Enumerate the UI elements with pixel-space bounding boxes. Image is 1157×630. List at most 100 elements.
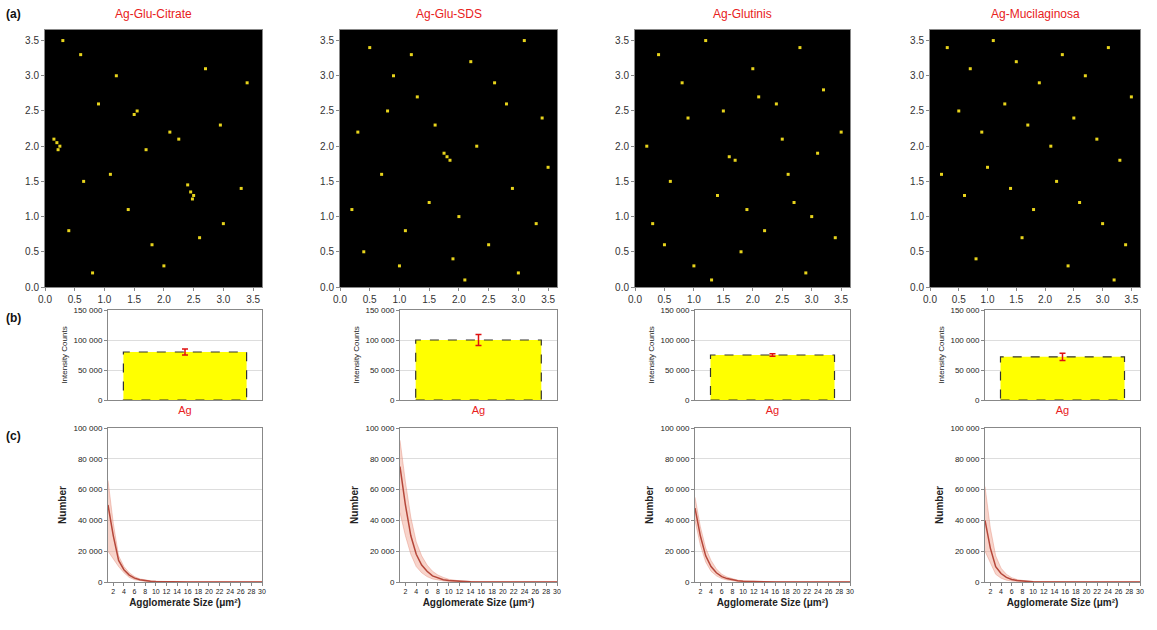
svg-text:1.0: 1.0: [97, 294, 111, 305]
svg-text:30: 30: [258, 588, 266, 595]
svg-text:0.5: 0.5: [68, 294, 82, 305]
svg-text:30: 30: [1136, 588, 1144, 595]
svg-text:26: 26: [825, 588, 833, 595]
svg-text:1.5: 1.5: [716, 294, 730, 305]
svg-text:Ag-Glu-Citrate: Ag-Glu-Citrate: [115, 7, 192, 21]
svg-text:24: 24: [521, 588, 529, 595]
svg-text:Ag: Ag: [472, 404, 485, 416]
svg-text:20 000: 20 000: [955, 547, 980, 556]
svg-text:12: 12: [1040, 588, 1048, 595]
svg-text:50 000: 50 000: [78, 366, 103, 375]
svg-text:2: 2: [988, 588, 992, 595]
svg-text:2.5: 2.5: [320, 105, 334, 116]
svg-text:100 000: 100 000: [950, 424, 979, 433]
svg-text:20: 20: [1083, 588, 1091, 595]
svg-text:12: 12: [163, 588, 171, 595]
svg-text:(b): (b): [6, 311, 21, 325]
svg-text:Agglomerate Size (μm²): Agglomerate Size (μm²): [423, 597, 535, 608]
svg-text:80 000: 80 000: [370, 455, 395, 464]
svg-text:2.0: 2.0: [746, 294, 760, 305]
svg-text:2.5: 2.5: [910, 105, 924, 116]
svg-text:100 000: 100 000: [660, 336, 689, 345]
svg-text:1.0: 1.0: [25, 211, 39, 222]
svg-text:40 000: 40 000: [955, 516, 980, 525]
svg-text:3.0: 3.0: [1096, 294, 1110, 305]
svg-text:Ag: Ag: [766, 404, 779, 416]
svg-text:22: 22: [1093, 588, 1101, 595]
svg-text:2: 2: [698, 588, 702, 595]
svg-text:1.0: 1.0: [687, 294, 701, 305]
svg-text:10: 10: [152, 588, 160, 595]
svg-text:(a): (a): [6, 7, 21, 21]
svg-text:18: 18: [782, 588, 790, 595]
svg-text:16: 16: [771, 588, 779, 595]
svg-text:1.5: 1.5: [320, 176, 334, 187]
svg-text:28: 28: [835, 588, 843, 595]
svg-text:100 000: 100 000: [950, 336, 979, 345]
svg-text:20 000: 20 000: [665, 547, 690, 556]
svg-text:Ag-Mucilaginosa: Ag-Mucilaginosa: [991, 7, 1080, 21]
svg-text:3.5: 3.5: [834, 294, 848, 305]
svg-text:1.0: 1.0: [392, 294, 406, 305]
svg-text:28: 28: [247, 588, 255, 595]
svg-text:Intensity Counts: Intensity Counts: [60, 326, 69, 383]
svg-text:0: 0: [390, 396, 395, 405]
svg-text:26: 26: [237, 588, 245, 595]
svg-text:Number: Number: [349, 486, 360, 524]
svg-text:30: 30: [553, 588, 561, 595]
svg-text:3.5: 3.5: [320, 35, 334, 46]
svg-text:4: 4: [122, 588, 126, 595]
svg-text:1.0: 1.0: [981, 294, 995, 305]
svg-text:3.5: 3.5: [910, 35, 924, 46]
svg-text:Agglomerate Size (μm²): Agglomerate Size (μm²): [717, 597, 829, 608]
svg-text:2.0: 2.0: [157, 294, 171, 305]
svg-text:(c): (c): [6, 429, 21, 443]
svg-text:24: 24: [226, 588, 234, 595]
svg-text:4: 4: [999, 588, 1003, 595]
svg-text:2.5: 2.5: [482, 294, 496, 305]
svg-text:Ag-Glu-SDS: Ag-Glu-SDS: [416, 7, 482, 21]
svg-text:100 000: 100 000: [660, 424, 689, 433]
svg-text:8: 8: [143, 588, 147, 595]
svg-text:2: 2: [403, 588, 407, 595]
svg-text:20 000: 20 000: [78, 547, 103, 556]
svg-text:80 000: 80 000: [665, 455, 690, 464]
svg-text:1.0: 1.0: [615, 211, 629, 222]
svg-text:1.0: 1.0: [320, 211, 334, 222]
svg-text:60 000: 60 000: [955, 485, 980, 494]
svg-text:18: 18: [488, 588, 496, 595]
svg-text:40 000: 40 000: [78, 516, 103, 525]
svg-text:2.0: 2.0: [25, 141, 39, 152]
svg-text:1.5: 1.5: [615, 176, 629, 187]
svg-text:20: 20: [205, 588, 213, 595]
svg-text:80 000: 80 000: [78, 455, 103, 464]
svg-text:50 000: 50 000: [665, 366, 690, 375]
svg-text:3.0: 3.0: [910, 70, 924, 81]
svg-text:2: 2: [111, 588, 115, 595]
svg-text:3.5: 3.5: [615, 35, 629, 46]
svg-text:6: 6: [425, 588, 429, 595]
svg-text:2.0: 2.0: [452, 294, 466, 305]
svg-text:0.0: 0.0: [25, 282, 39, 293]
svg-text:10: 10: [445, 588, 453, 595]
svg-text:0.0: 0.0: [615, 282, 629, 293]
svg-text:100 000: 100 000: [365, 424, 394, 433]
svg-text:0.5: 0.5: [363, 294, 377, 305]
svg-text:10: 10: [739, 588, 747, 595]
svg-text:14: 14: [761, 588, 769, 595]
svg-text:0.0: 0.0: [38, 294, 52, 305]
svg-text:Intensity Counts: Intensity Counts: [647, 326, 656, 383]
svg-text:12: 12: [456, 588, 464, 595]
svg-text:2.0: 2.0: [1038, 294, 1052, 305]
svg-text:2.5: 2.5: [25, 105, 39, 116]
svg-text:1.5: 1.5: [910, 176, 924, 187]
svg-text:3.5: 3.5: [246, 294, 260, 305]
svg-text:6: 6: [1010, 588, 1014, 595]
svg-text:3.5: 3.5: [1124, 294, 1138, 305]
svg-text:0.5: 0.5: [615, 246, 629, 257]
svg-text:60 000: 60 000: [370, 485, 395, 494]
svg-text:3.0: 3.0: [320, 70, 334, 81]
svg-text:20: 20: [499, 588, 507, 595]
svg-text:Number: Number: [57, 486, 68, 524]
svg-text:60 000: 60 000: [78, 485, 103, 494]
